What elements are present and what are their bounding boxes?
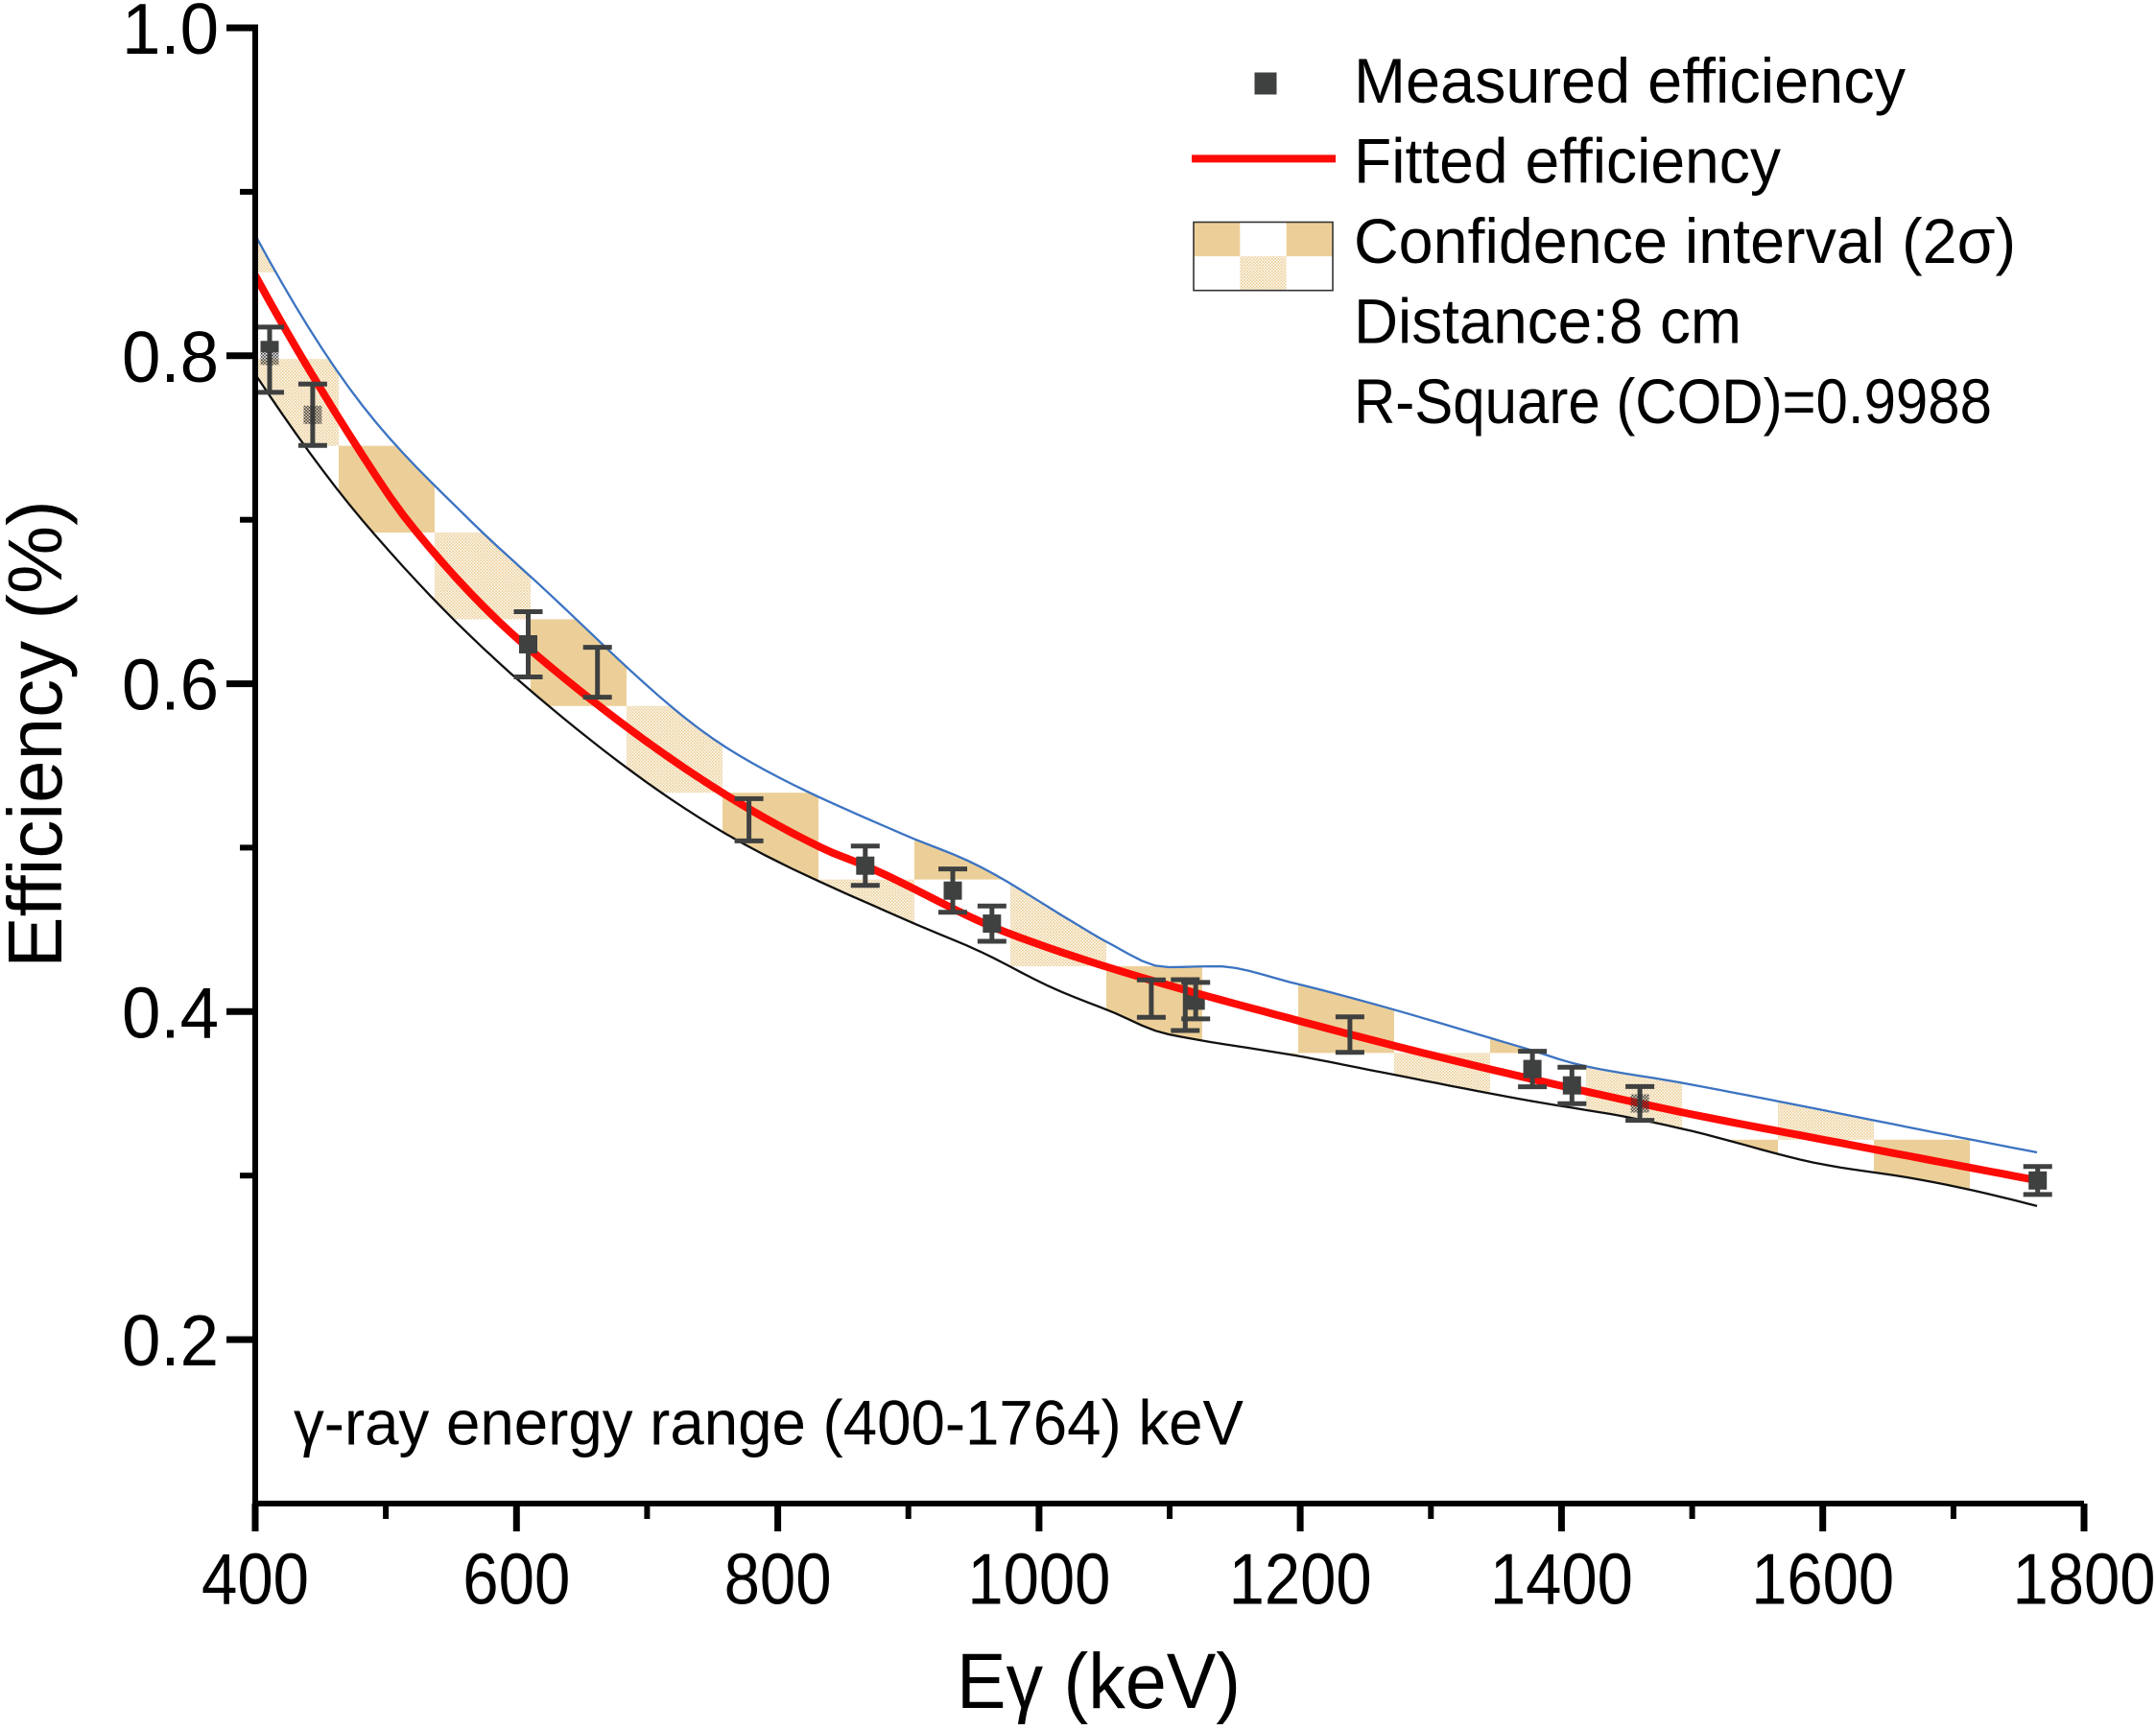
- svg-text:γ-ray energy range (400-1764): γ-ray energy range (400-1764) keV: [294, 1386, 1244, 1457]
- svg-text:Eγ (keV): Eγ (keV): [957, 1638, 1241, 1725]
- svg-text:1400: 1400: [1490, 1539, 1633, 1620]
- svg-text:0.8: 0.8: [122, 317, 219, 397]
- svg-text:0.6: 0.6: [122, 645, 219, 725]
- svg-text:1200: 1200: [1229, 1539, 1372, 1620]
- svg-text:Measured efficiency: Measured efficiency: [1354, 45, 1906, 116]
- svg-text:1.0: 1.0: [122, 0, 219, 69]
- svg-text:800: 800: [724, 1539, 832, 1620]
- svg-text:0.2: 0.2: [122, 1300, 219, 1381]
- svg-text:R-Square (COD)=0.9988: R-Square (COD)=0.9988: [1354, 366, 1992, 437]
- svg-text:Efficiency (%): Efficiency (%): [0, 500, 78, 968]
- svg-text:Fitted efficiency: Fitted efficiency: [1354, 126, 1781, 197]
- svg-text:0.4: 0.4: [122, 972, 219, 1053]
- svg-text:1800: 1800: [2013, 1539, 2156, 1620]
- svg-text:400: 400: [201, 1539, 309, 1620]
- svg-text:Confidence interval (2σ): Confidence interval (2σ): [1354, 205, 2016, 276]
- svg-text:Distance:8 cm: Distance:8 cm: [1354, 286, 1741, 357]
- svg-text:600: 600: [462, 1539, 570, 1620]
- svg-text:1000: 1000: [967, 1539, 1110, 1620]
- svg-text:1600: 1600: [1751, 1539, 1894, 1620]
